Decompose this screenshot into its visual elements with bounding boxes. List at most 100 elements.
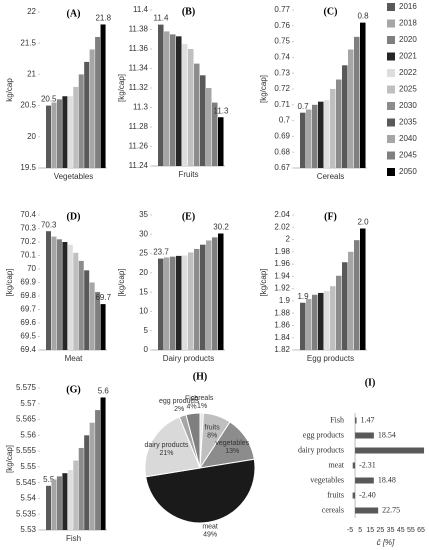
y-tick-label: 0 [144, 345, 149, 354]
legend-swatch [387, 102, 395, 110]
bar [355, 432, 374, 439]
x-axis-label: Cereals [317, 172, 345, 181]
bar [336, 275, 342, 350]
y-tick-label: 5.565 [16, 415, 37, 424]
y-tick-label: 21.5 [20, 38, 36, 47]
y-tick-label: 1.92 [274, 284, 290, 293]
y-tick-label: 1.94 [274, 271, 290, 280]
x-axis-label: Vegetables [54, 172, 94, 181]
pie-label: meat [202, 523, 218, 530]
y-tick-label: 5.575 [16, 383, 37, 392]
category-label: meat [328, 460, 344, 469]
bar [354, 240, 360, 350]
bar [73, 252, 79, 350]
y-axis-label: [kg/cap] [259, 75, 268, 103]
legend-label: 2018 [399, 19, 417, 28]
legend-label: 2025 [399, 85, 417, 94]
bar [67, 470, 73, 530]
legend-label: 2022 [399, 68, 417, 77]
legend-swatch [387, 36, 395, 44]
legend-label: 2040 [399, 134, 417, 143]
y-tick-label: 0.72 [274, 84, 290, 93]
y-tick-label: 2.02 [274, 222, 290, 231]
bar [342, 65, 348, 168]
x-axis-label: Egg products [307, 354, 354, 363]
value-label: 11.3 [214, 106, 230, 115]
chart-title: (I) [365, 377, 376, 388]
value-label: 11.4 [154, 14, 170, 23]
bar [89, 282, 95, 350]
bar [188, 49, 194, 166]
y-tick-label: 11.4 [133, 5, 149, 14]
y-axis-label: [kg/cap] [259, 268, 268, 296]
y-tick-label: 1.98 [274, 247, 290, 256]
value-label: 69.7 [95, 293, 111, 302]
bar [56, 239, 62, 350]
y-tick-label: 5.535 [16, 509, 37, 518]
bar [336, 79, 342, 168]
bar [212, 102, 218, 166]
y-tick-label: 5.555 [16, 446, 37, 455]
bar [176, 36, 182, 167]
value-label: 21.8 [95, 14, 111, 23]
category-label: vegetables [310, 475, 344, 484]
pie-slice [144, 416, 201, 478]
bar [318, 292, 324, 350]
bar [355, 417, 357, 424]
y-tick-label: 69.7 [20, 305, 36, 314]
bar [324, 100, 330, 168]
y-tick-label: 70.1 [20, 251, 36, 260]
pie-label: vegetables [215, 440, 249, 447]
y-tick-label: 5.55 [20, 462, 36, 471]
chart-title: (G) [66, 384, 80, 395]
y-tick-label: 11.32 [129, 83, 149, 92]
x-tick-label: 5 [358, 527, 362, 534]
bar [46, 105, 52, 168]
y-axis-label: [kg/cap] [5, 268, 14, 296]
y-tick-label: 2.04 [274, 210, 290, 219]
y-tick-label: 70 [27, 264, 36, 273]
chart-title: (B) [182, 6, 195, 17]
x-axis-label: c̄ [%] [377, 538, 396, 547]
bar [78, 260, 84, 350]
bar [100, 397, 106, 530]
value-label: 0.7 [297, 102, 309, 111]
value-label: 18.48 [378, 475, 396, 484]
bar [312, 104, 318, 168]
legend-label: 2045 [399, 151, 417, 160]
y-tick-label: 1.82 [274, 345, 290, 354]
category-label: fruits [327, 490, 344, 499]
y-tick-label: 0.71 [274, 100, 290, 109]
y-tick-label: 70.2 [20, 237, 36, 246]
bar [218, 233, 224, 350]
value-label: 1.47 [361, 415, 375, 424]
y-tick-label: 0.67 [274, 163, 290, 172]
legend-label: 2021 [399, 52, 417, 61]
y-tick-label: 0.74 [274, 53, 290, 62]
y-tick-label: 20 [139, 268, 148, 277]
y-axis-label: [kg/cap] [117, 74, 126, 102]
y-tick-label: 0.76 [274, 21, 290, 30]
bar [176, 255, 182, 350]
y-tick-label: 11.3 [133, 103, 149, 112]
bar [324, 291, 330, 350]
bar [67, 96, 73, 168]
bar [56, 476, 62, 530]
y-tick-label: 70.3 [20, 224, 36, 233]
category-label: Fish [330, 415, 344, 424]
bar [182, 44, 188, 166]
pie-label: dairy products [144, 442, 188, 449]
y-tick-label: 5.56 [20, 430, 36, 439]
value-label: 5.5 [43, 475, 55, 484]
pie-slice [145, 458, 256, 524]
bar [352, 492, 356, 499]
bar [51, 236, 57, 350]
y-tick-label: 0.73 [274, 68, 290, 77]
chart-title: (H) [193, 371, 207, 382]
bar [78, 447, 84, 530]
bar [200, 75, 206, 166]
bar [62, 96, 68, 168]
pie-value-label: 8% [207, 432, 217, 439]
bar [300, 112, 306, 168]
